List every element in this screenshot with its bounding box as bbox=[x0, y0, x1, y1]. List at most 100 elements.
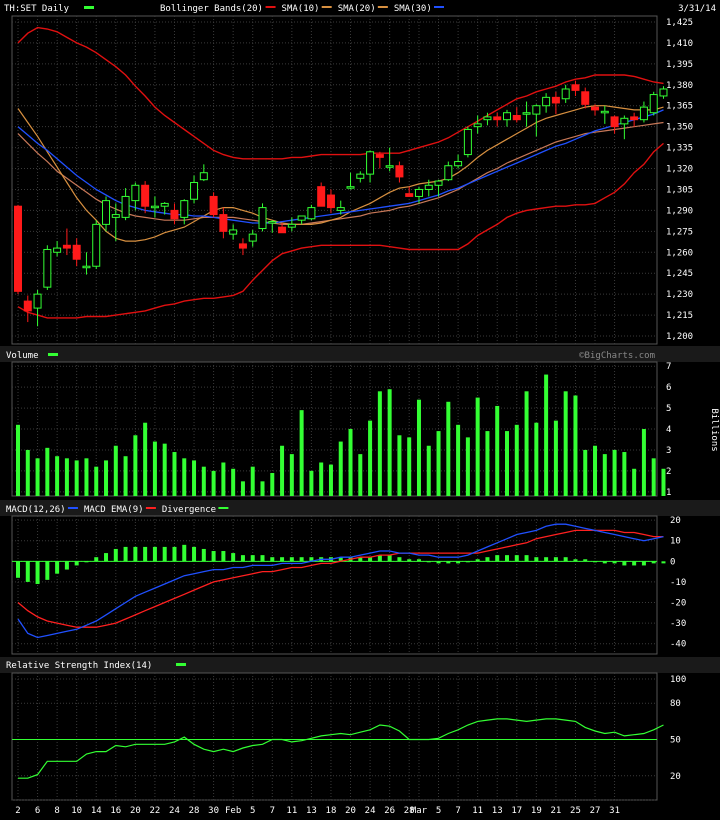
candle-body-35 bbox=[356, 173, 365, 179]
divergence-bar-57 bbox=[573, 559, 578, 562]
price-ytick-9: 1,335 bbox=[666, 144, 693, 154]
candle-body-14 bbox=[150, 205, 159, 209]
divergence-bar-48 bbox=[485, 557, 490, 562]
price-ytick-0: 1,200 bbox=[666, 332, 693, 342]
volume-bar-31 bbox=[319, 462, 324, 496]
candle-body-62 bbox=[620, 117, 629, 125]
volume-bar-44 bbox=[446, 401, 451, 496]
x-tick-19: 26 bbox=[384, 806, 395, 816]
rsi-frame bbox=[11, 672, 658, 801]
divergence-bar-4 bbox=[55, 561, 60, 574]
volume-bar-61 bbox=[612, 449, 617, 496]
divergence-bar-62 bbox=[622, 561, 627, 566]
candle-body-26 bbox=[268, 221, 277, 224]
candle-body-53 bbox=[532, 105, 541, 115]
candle-body-61 bbox=[610, 116, 619, 128]
legend-label-1: SMA(10) bbox=[282, 4, 320, 14]
watermark: ©BigCharts.com bbox=[579, 351, 655, 361]
candle-body-9 bbox=[102, 200, 111, 225]
macd-legend-label-0: MACD(12,26) bbox=[6, 505, 66, 515]
divergence-bar-66 bbox=[661, 561, 666, 564]
candle-body-45 bbox=[454, 161, 463, 167]
symbol-label: TH:SET Daily bbox=[4, 4, 70, 14]
divergence-bar-28 bbox=[289, 557, 294, 562]
volume-bar-17 bbox=[182, 458, 187, 496]
x-tick-14: 11 bbox=[286, 806, 297, 816]
x-tick-8: 24 bbox=[169, 806, 180, 816]
x-axis-strip bbox=[0, 801, 720, 820]
chart-header: TH:SET Daily Bollinger Bands(20) SMA(10) SM… bbox=[4, 4, 716, 14]
x-tick-20: 28 bbox=[404, 806, 415, 816]
candle-body-24 bbox=[248, 233, 257, 242]
x-tick-4: 14 bbox=[91, 806, 102, 816]
legend-swatch-2 bbox=[377, 6, 388, 8]
divergence-bar-19 bbox=[201, 548, 206, 562]
divergence-bar-5 bbox=[64, 561, 69, 570]
macd-ytick-5: 10 bbox=[670, 537, 681, 547]
macd-ytick-4: 0 bbox=[670, 557, 675, 567]
candle-body-50 bbox=[503, 112, 511, 121]
divergence-bar-54 bbox=[544, 557, 549, 562]
divergence-bar-21 bbox=[221, 551, 226, 562]
divergence-bar-20 bbox=[211, 551, 216, 562]
macd-ytick-3: -10 bbox=[670, 578, 686, 588]
candle-body-65 bbox=[649, 94, 658, 114]
volume-bar-7 bbox=[84, 458, 89, 496]
candle-body-20 bbox=[209, 195, 218, 216]
volume-ytick-5: 6 bbox=[666, 383, 671, 393]
volume-bar-38 bbox=[387, 389, 392, 496]
macd-legend-swatch-0 bbox=[67, 507, 78, 509]
x-axis: 2 6 8 10 14 16 20 22 24 28 30 Feb 5 7 11 13 18 20 24 26 28Ma… bbox=[0, 801, 720, 820]
volume-bar-64 bbox=[641, 429, 646, 496]
divergence-bar-7 bbox=[84, 561, 89, 563]
divergence-bar-14 bbox=[152, 546, 157, 562]
symbol-legend-swatch bbox=[84, 6, 94, 9]
divergence-bar-30 bbox=[309, 557, 314, 562]
macd-panel: MACD(12,26) MACD EMA(9) Divergence -40 -30 -2… bbox=[0, 500, 720, 655]
divergence-bar-58 bbox=[583, 559, 588, 562]
divergence-bar-38 bbox=[387, 555, 392, 562]
divergence-bar-61 bbox=[612, 561, 617, 564]
price-panel: 1,200 1,215 1,230 1,245 1,260 1,275 1,290 1,305… bbox=[11, 15, 693, 345]
volume-ytick-1: 2 bbox=[666, 467, 671, 477]
candle-body-31 bbox=[317, 186, 326, 207]
divergence-bar-33 bbox=[338, 557, 343, 562]
candle-body-33 bbox=[336, 207, 345, 211]
volume-bar-46 bbox=[465, 437, 470, 496]
rsi-line bbox=[18, 718, 664, 779]
volume-bar-24 bbox=[250, 466, 255, 496]
price-ytick-3: 1,245 bbox=[666, 269, 693, 279]
volume-bar-3 bbox=[45, 447, 50, 496]
rsi-strip bbox=[0, 657, 720, 673]
divergence-bar-11 bbox=[123, 546, 128, 562]
candle-body-48 bbox=[483, 116, 492, 121]
volume-ytick-4: 5 bbox=[666, 404, 671, 414]
rsi-label: Relative Strength Index(14) bbox=[6, 661, 152, 671]
volume-bar-47 bbox=[475, 397, 480, 496]
price-ytick-12: 1,380 bbox=[666, 81, 693, 91]
rsi-ytick-2: 50 bbox=[670, 736, 681, 746]
candle-body-32 bbox=[326, 194, 335, 209]
volume-ytick-0: 1 bbox=[666, 488, 671, 498]
volume-bar-15 bbox=[162, 443, 167, 496]
volume-bar-42 bbox=[426, 445, 431, 496]
rsi-ytick-3: 80 bbox=[670, 699, 681, 709]
divergence-bar-24 bbox=[250, 555, 255, 562]
price-ytick-15: 1,425 bbox=[666, 18, 693, 28]
volume-bar-10 bbox=[113, 445, 118, 496]
x-tick-25: 13 bbox=[492, 806, 503, 816]
candle-body-25 bbox=[258, 207, 267, 230]
volume-ytick-6: 7 bbox=[666, 362, 671, 372]
volume-strip bbox=[0, 346, 720, 362]
divergence-bar-42 bbox=[426, 561, 431, 563]
rsi-legend-swatch bbox=[176, 663, 186, 666]
volume-label: Volume bbox=[6, 351, 39, 361]
divergence-bar-51 bbox=[514, 555, 519, 562]
divergence-bar-39 bbox=[397, 557, 402, 562]
candle-body-15 bbox=[160, 202, 169, 207]
macd-frame bbox=[11, 515, 658, 655]
volume-bar-55 bbox=[553, 420, 558, 496]
volume-bar-26 bbox=[270, 472, 275, 496]
x-tick-16: 18 bbox=[326, 806, 337, 816]
volume-bar-56 bbox=[563, 391, 568, 496]
